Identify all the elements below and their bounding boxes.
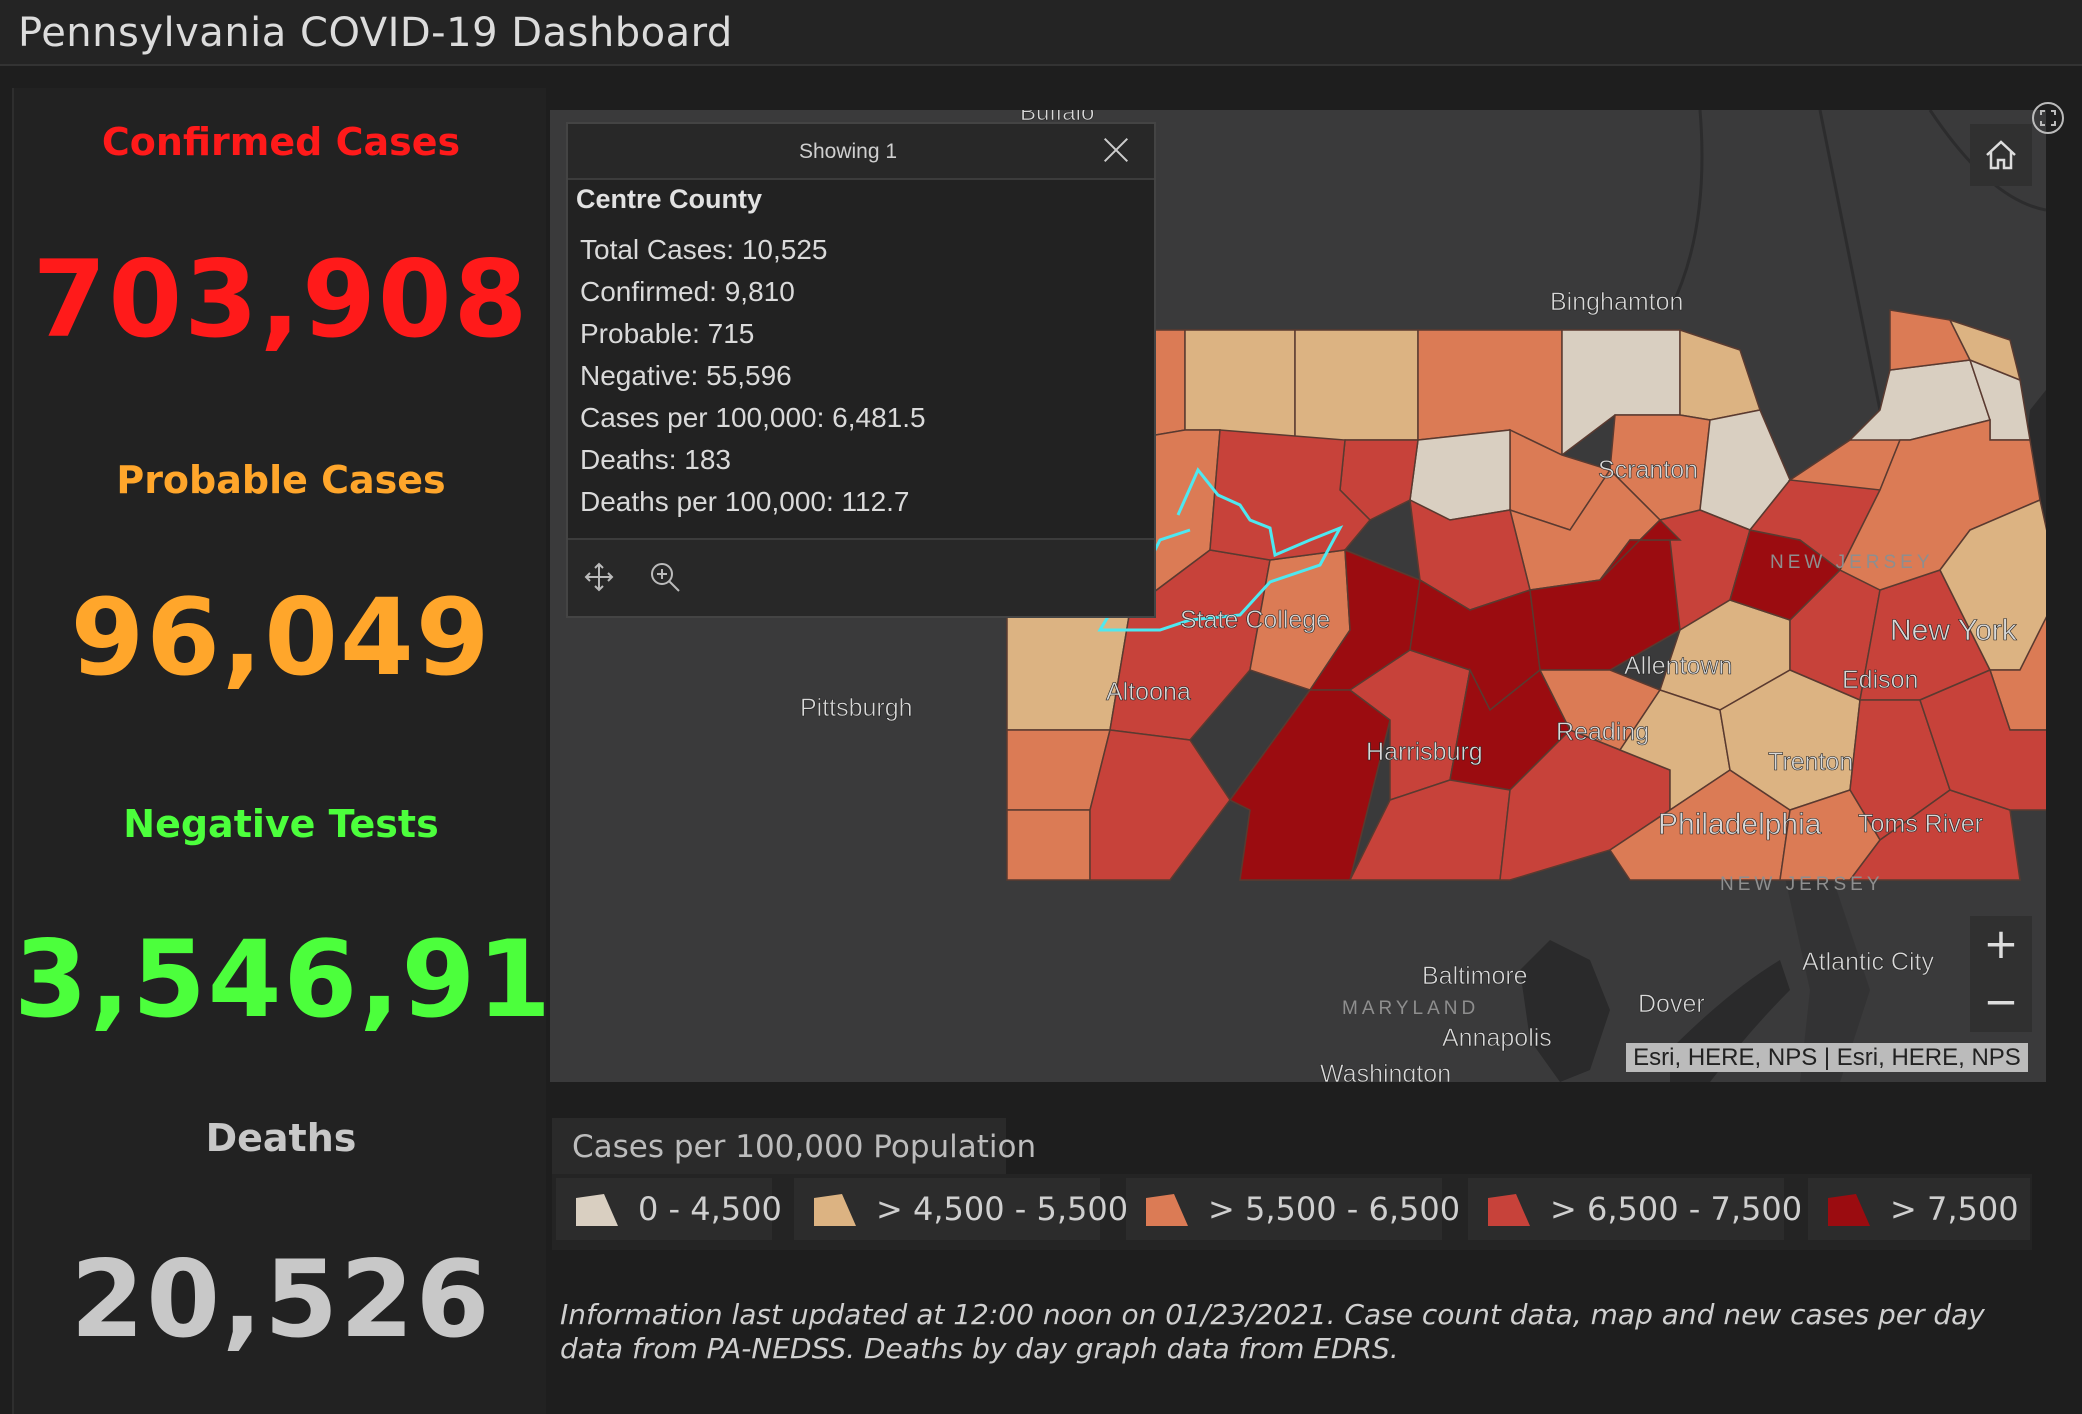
map-attribution[interactable]: Esri, HERE, NPS | Esri, HERE, NPS — [1626, 1043, 2028, 1072]
map-label-baltimore: Baltimore — [1422, 962, 1528, 990]
legend-item: > 6,500 - 7,500 — [1468, 1178, 1802, 1240]
negative-tests-value: 3,546,910 — [14, 918, 629, 1041]
home-button[interactable] — [1970, 124, 2032, 186]
zoom-out-button[interactable]: − — [1983, 977, 2019, 1026]
county-shape[interactable] — [1348, 779, 1511, 881]
popup-confirmed: Confirmed: 9,810 — [580, 276, 795, 307]
map-label-scranton: Scranton — [1598, 456, 1698, 484]
county-shape[interactable] — [1948, 318, 2022, 382]
popup-cases-per-100k: Cases per 100,000: 6,481.5 — [580, 402, 926, 433]
map-label-edison: Edison — [1842, 666, 1918, 694]
legend-item: 0 - 4,500 — [556, 1178, 782, 1240]
pennsylvania-counties[interactable] — [1006, 309, 2046, 881]
county-shape[interactable] — [1089, 729, 1231, 881]
dashboard-header: Pennsylvania COVID-19 Dashboard — [0, 0, 2082, 66]
county-shape[interactable] — [1409, 429, 1511, 521]
map-label-state-college: State College — [1180, 606, 1330, 634]
county-shape[interactable] — [1006, 809, 1091, 881]
county-shape[interactable] — [1919, 668, 2046, 811]
probable-cases-label: Probable Cases — [116, 458, 446, 502]
map-label-new-jersey-south: NEW JERSEY — [1720, 874, 1884, 895]
legend-title: Cases per 100,000 Population — [572, 1129, 1037, 1165]
county-shape[interactable] — [1599, 518, 1682, 581]
deaths-label: Deaths — [205, 1116, 357, 1160]
map-label-washington: Washington — [1320, 1060, 1451, 1082]
map-label-maryland: MARYLAND — [1342, 998, 1479, 1019]
county-shape[interactable] — [1006, 609, 1131, 731]
popup-deaths: Deaths: 183 — [580, 444, 731, 475]
popup-showing-count: Showing 1 — [798, 140, 898, 163]
legend-item: > 4,500 - 5,500 — [794, 1178, 1128, 1240]
map-label-dover: Dover — [1638, 990, 1705, 1018]
popup-deaths-per-100k: Deaths per 100,000: 112.7 — [580, 486, 910, 517]
map-label-binghamton: Binghamton — [1550, 288, 1683, 316]
confirmed-cases-label: Confirmed Cases — [101, 120, 461, 164]
popup-actions — [568, 540, 1154, 616]
county-shape[interactable] — [1889, 309, 1972, 371]
close-icon[interactable] — [1100, 134, 1132, 166]
confirmed-cases-value: 703,908 — [32, 238, 530, 361]
legend-swatch — [576, 1194, 618, 1226]
popup-county-name: Centre County — [576, 184, 763, 214]
map-label-harrisburg: Harrisburg — [1366, 738, 1483, 766]
legend-title-background — [552, 1118, 1006, 1174]
map-label-philadelphia: Philadelphia — [1658, 808, 1822, 841]
legend-label: > 6,500 - 7,500 — [1550, 1190, 1803, 1228]
county-shape[interactable] — [1294, 329, 1419, 457]
county-shape[interactable] — [1848, 789, 2021, 881]
fullscreen-button[interactable] — [2030, 100, 2066, 136]
county-popup[interactable]: Showing 1 Centre County Total Cases: 10,… — [566, 122, 1156, 618]
water-area — [1520, 940, 1610, 1082]
map-label-new-york: New York — [1890, 614, 2018, 647]
map-label-trenton: Trenton — [1768, 748, 1853, 776]
map-label-annapolis: Annapolis — [1442, 1024, 1552, 1052]
legend-label: > 7,500 — [1890, 1190, 2019, 1228]
map-label-toms-river: Toms River — [1858, 810, 1983, 838]
legend-label: 0 - 4,500 — [638, 1190, 782, 1228]
map-label-new-jersey-north: NEW JERSEY — [1770, 552, 1934, 573]
legend-item: > 5,500 - 6,500 — [1126, 1178, 1460, 1240]
popup-header: Showing 1 — [568, 124, 1154, 180]
popup-total-cases: Total Cases: 10,525 — [580, 234, 828, 265]
legend-item: > 7,500 — [1808, 1178, 2030, 1240]
map-labels: Buffalo Binghamton Scranton NEW JERSEY N… — [800, 110, 2018, 1082]
pan-icon[interactable] — [582, 560, 616, 594]
zoom-in-button[interactable]: + — [1983, 919, 2019, 968]
county-shape[interactable] — [1679, 328, 1761, 421]
map-label-allentown: Allentown — [1624, 652, 1732, 680]
update-footnote: Information last updated at 12:00 noon o… — [560, 1298, 1985, 1365]
zoom-controls: + − — [1970, 916, 2032, 1032]
legend-label: > 4,500 - 5,500 — [876, 1190, 1129, 1228]
county-shape[interactable] — [1209, 429, 1372, 561]
river-line — [1668, 110, 1704, 311]
river-line — [1818, 110, 1882, 411]
negative-tests-label: Negative Tests — [123, 802, 439, 846]
dashboard-title: Pennsylvania COVID-19 Dashboard — [18, 10, 733, 56]
expand-icon — [2032, 102, 2064, 134]
map-label-atlantic-city: Atlantic City — [1802, 948, 1934, 976]
home-icon — [1986, 140, 2016, 170]
probable-cases-value: 96,049 — [70, 576, 492, 699]
legend-swatch — [814, 1194, 856, 1226]
map-label-altoona: Altoona — [1106, 678, 1191, 706]
popup-probable: Probable: 715 — [580, 318, 755, 349]
legend-label: > 5,500 - 6,500 — [1208, 1190, 1461, 1228]
deaths-value: 20,526 — [70, 1238, 492, 1361]
legend-swatch — [1828, 1194, 1870, 1226]
stats-panel: Confirmed Cases 703,908 Probable Cases 9… — [12, 88, 629, 1414]
popup-body: Centre County Total Cases: 10,525 Confir… — [568, 180, 1154, 540]
zoom-to-icon[interactable] — [648, 560, 682, 594]
popup-negative: Negative: 55,596 — [580, 360, 792, 391]
legend-swatch — [1146, 1194, 1188, 1226]
map-label-reading: Reading — [1556, 718, 1649, 746]
legend-swatch — [1488, 1194, 1530, 1226]
map-label-pittsburgh: Pittsburgh — [800, 694, 913, 722]
